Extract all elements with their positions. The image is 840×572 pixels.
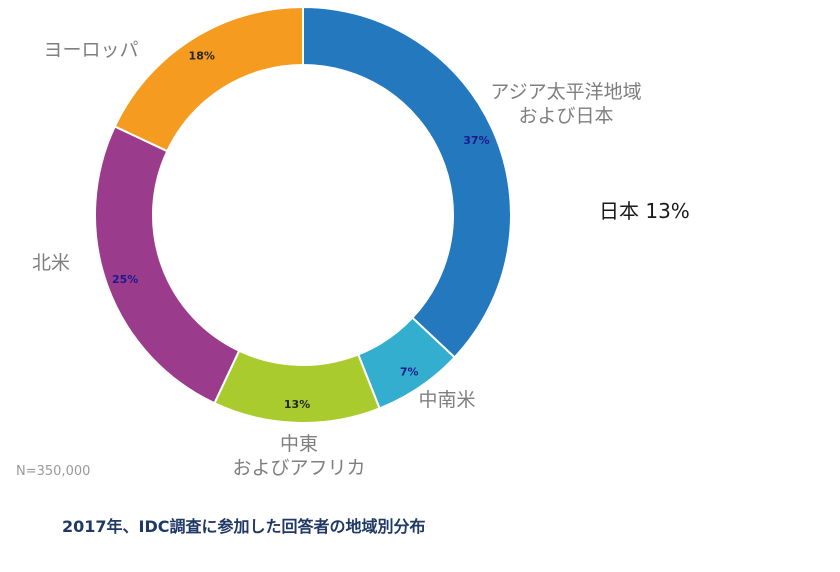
data-label-europe: 18% (189, 49, 215, 62)
category-label-europe: ヨーロッパ (43, 39, 138, 61)
data-label-latin-america: 7% (400, 365, 419, 378)
sample-size-note: N=350,000 (16, 464, 90, 479)
data-label-middle-east-africa: 13% (284, 398, 310, 411)
slice-north-america (94, 125, 241, 405)
category-label-north-america: 北米 (32, 252, 70, 274)
data-label-asia-pacific: 37% (463, 134, 489, 147)
slice-asia-pacific (302, 5, 512, 359)
donut-slices (94, 5, 512, 424)
slice-middle-east-africa (213, 349, 381, 424)
japan-callout: 日本 13% (599, 199, 690, 223)
data-label-north-america: 25% (112, 273, 138, 286)
category-label-asia-pacific: アジア太平洋地域および日本 (490, 81, 641, 127)
slice-europe (113, 5, 304, 153)
chart-caption: 2017年、IDC調査に参加した回答者の地域別分布 (62, 517, 426, 536)
slice-data-labels: 37% 7% 13% 25% 18% (112, 49, 490, 410)
category-label-latin-america: 中南米 (418, 389, 475, 411)
category-label-middle-east-africa: 中東およびアフリカ (232, 433, 365, 479)
